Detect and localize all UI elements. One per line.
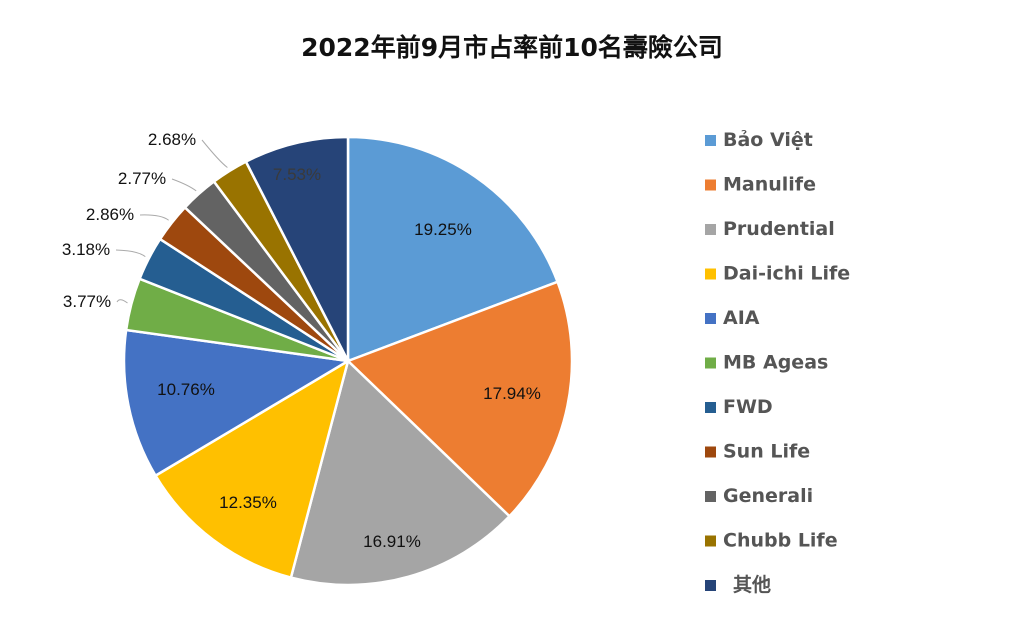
- leader-line: [115, 249, 146, 258]
- data-label: 2.77%: [118, 169, 166, 188]
- pie-slice-3: [153, 358, 350, 580]
- legend-swatch: [705, 179, 716, 191]
- legend-swatch: [705, 402, 716, 413]
- legend-label: Manulife: [723, 174, 816, 196]
- legend-swatch: [705, 135, 716, 146]
- data-label: 2.68%: [148, 130, 196, 149]
- data-label: 3.77%: [63, 292, 111, 311]
- legend-label: Bảo Việt: [723, 129, 813, 151]
- legend-label: MB Ageas: [723, 352, 828, 374]
- data-label: 7.53%: [273, 165, 321, 184]
- data-label: 10.76%: [157, 380, 215, 399]
- legend-label: Prudential: [723, 218, 835, 240]
- legend-swatch: [705, 446, 716, 458]
- pie-slice-1: [345, 280, 574, 519]
- legend-label: Generali: [723, 485, 813, 507]
- legend-swatch: [705, 313, 716, 324]
- pie-slice-2: [289, 358, 512, 587]
- leader-line: [171, 178, 197, 192]
- data-label: 16.91%: [363, 532, 421, 551]
- leader-line: [139, 214, 169, 221]
- legend-swatch: [705, 580, 716, 591]
- legend-label: Dai-ichi Life: [723, 263, 850, 285]
- legend-swatch: [705, 224, 716, 235]
- legend-swatch: [705, 357, 716, 369]
- legend-swatch: [705, 491, 716, 502]
- legend-label: Sun Life: [723, 441, 810, 463]
- legend-swatch: [705, 268, 716, 280]
- legend-label: AIA: [723, 307, 760, 329]
- pie-slice-10: [244, 135, 350, 362]
- pie-slice-4: [122, 328, 352, 478]
- data-label: 2.86%: [86, 205, 134, 224]
- data-label: 3.18%: [62, 240, 110, 259]
- data-label: 17.94%: [483, 384, 541, 403]
- legend-label: Chubb Life: [723, 530, 838, 552]
- legend-swatch: [705, 535, 716, 547]
- data-label: 19.25%: [414, 220, 472, 239]
- legend-label: FWD: [723, 396, 773, 418]
- data-label: 12.35%: [219, 493, 277, 512]
- leader-line: [116, 299, 128, 304]
- pie-slice-0: [346, 135, 560, 363]
- leader-line: [201, 139, 228, 168]
- chart-title: 2022年前9月市占率前10名壽險公司: [301, 33, 723, 62]
- legend-label: 其他: [733, 573, 771, 596]
